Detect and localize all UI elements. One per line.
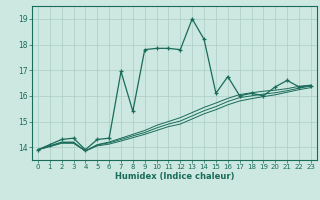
X-axis label: Humidex (Indice chaleur): Humidex (Indice chaleur): [115, 172, 234, 181]
